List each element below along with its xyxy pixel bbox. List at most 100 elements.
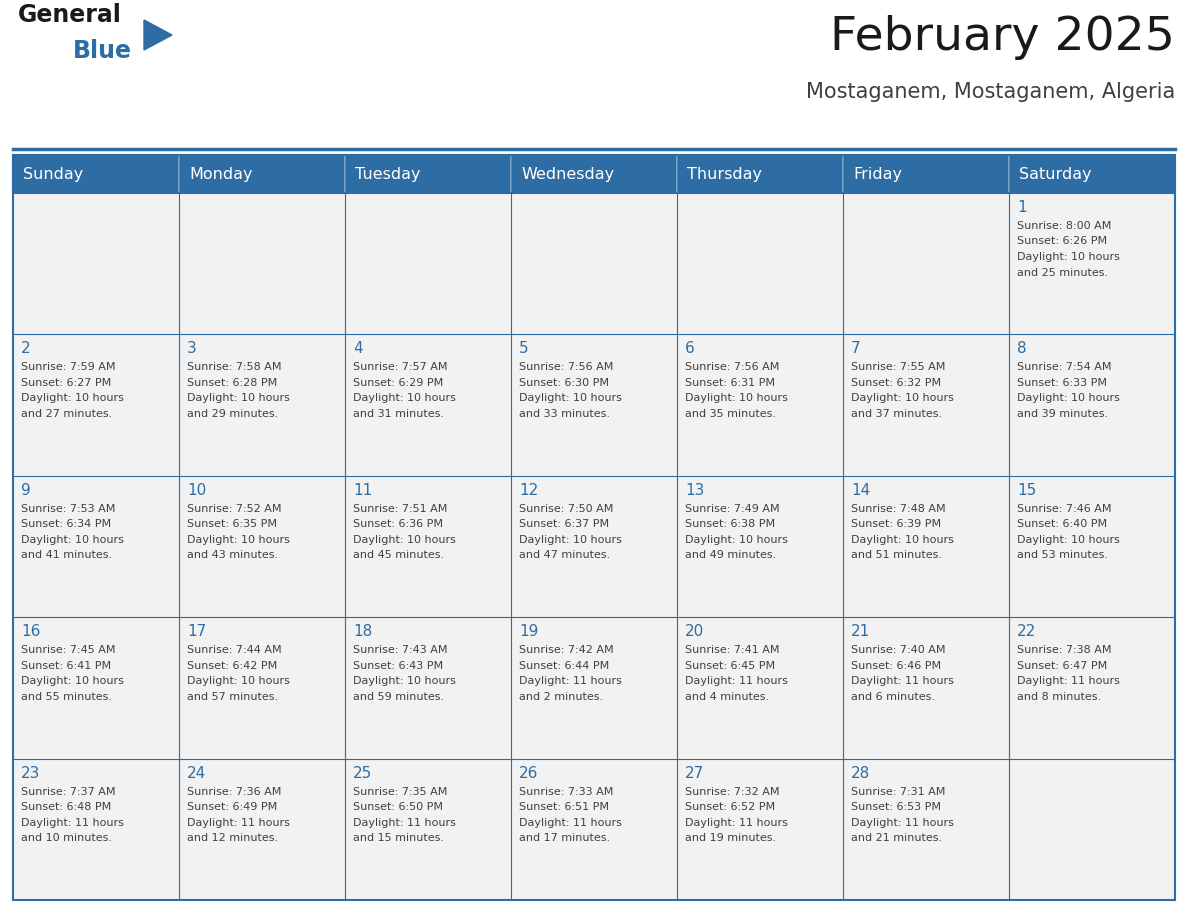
Text: Sunset: 6:49 PM: Sunset: 6:49 PM bbox=[187, 802, 277, 812]
Bar bbox=[843, 758, 1009, 900]
Text: and 12 minutes.: and 12 minutes. bbox=[187, 834, 278, 843]
Text: Sunset: 6:51 PM: Sunset: 6:51 PM bbox=[519, 802, 609, 812]
Text: Sunrise: 7:37 AM: Sunrise: 7:37 AM bbox=[21, 787, 115, 797]
Text: Sunrise: 7:57 AM: Sunrise: 7:57 AM bbox=[353, 363, 448, 373]
Text: Sunrise: 7:55 AM: Sunrise: 7:55 AM bbox=[851, 363, 946, 373]
Text: 2: 2 bbox=[21, 341, 31, 356]
Text: Sunset: 6:31 PM: Sunset: 6:31 PM bbox=[685, 378, 775, 388]
Text: 18: 18 bbox=[353, 624, 372, 639]
Text: 21: 21 bbox=[851, 624, 871, 639]
Text: Daylight: 10 hours: Daylight: 10 hours bbox=[353, 394, 456, 403]
Bar bbox=[843, 334, 1009, 476]
Bar bbox=[511, 193, 677, 334]
Bar bbox=[1009, 617, 1175, 758]
Text: 22: 22 bbox=[1017, 624, 1036, 639]
Text: Sunset: 6:43 PM: Sunset: 6:43 PM bbox=[353, 661, 443, 671]
Bar bbox=[13, 155, 179, 193]
Text: Wednesday: Wednesday bbox=[522, 166, 614, 182]
Text: and 19 minutes.: and 19 minutes. bbox=[685, 834, 776, 843]
Text: Sunset: 6:46 PM: Sunset: 6:46 PM bbox=[851, 661, 941, 671]
Text: and 6 minutes.: and 6 minutes. bbox=[851, 691, 935, 701]
Text: Daylight: 11 hours: Daylight: 11 hours bbox=[851, 818, 954, 828]
Text: and 35 minutes.: and 35 minutes. bbox=[685, 409, 776, 419]
Bar bbox=[677, 334, 843, 476]
Text: 24: 24 bbox=[187, 766, 207, 780]
Text: 20: 20 bbox=[685, 624, 704, 639]
Text: and 43 minutes.: and 43 minutes. bbox=[187, 550, 278, 560]
Text: and 47 minutes.: and 47 minutes. bbox=[519, 550, 611, 560]
Text: Daylight: 10 hours: Daylight: 10 hours bbox=[1017, 252, 1120, 262]
Bar bbox=[13, 155, 1175, 193]
Text: Sunrise: 7:32 AM: Sunrise: 7:32 AM bbox=[685, 787, 779, 797]
Bar bbox=[345, 476, 511, 617]
Text: and 8 minutes.: and 8 minutes. bbox=[1017, 691, 1101, 701]
Text: Sunset: 6:36 PM: Sunset: 6:36 PM bbox=[353, 520, 443, 530]
Bar bbox=[1009, 155, 1175, 193]
Bar bbox=[179, 334, 345, 476]
Bar bbox=[677, 155, 843, 193]
Text: Daylight: 10 hours: Daylight: 10 hours bbox=[1017, 535, 1120, 544]
Text: Sunrise: 7:36 AM: Sunrise: 7:36 AM bbox=[187, 787, 282, 797]
Text: and 37 minutes.: and 37 minutes. bbox=[851, 409, 942, 419]
Text: 16: 16 bbox=[21, 624, 40, 639]
Text: Sunset: 6:48 PM: Sunset: 6:48 PM bbox=[21, 802, 112, 812]
Text: Daylight: 10 hours: Daylight: 10 hours bbox=[21, 394, 124, 403]
Text: Tuesday: Tuesday bbox=[355, 166, 421, 182]
Text: Daylight: 11 hours: Daylight: 11 hours bbox=[21, 818, 124, 828]
Text: Sunset: 6:45 PM: Sunset: 6:45 PM bbox=[685, 661, 775, 671]
Bar bbox=[13, 155, 1175, 900]
Text: Sunday: Sunday bbox=[23, 166, 83, 182]
Text: and 25 minutes.: and 25 minutes. bbox=[1017, 267, 1108, 277]
Text: Sunset: 6:28 PM: Sunset: 6:28 PM bbox=[187, 378, 277, 388]
Text: Sunset: 6:30 PM: Sunset: 6:30 PM bbox=[519, 378, 609, 388]
Text: Sunset: 6:44 PM: Sunset: 6:44 PM bbox=[519, 661, 609, 671]
Text: 26: 26 bbox=[519, 766, 538, 780]
Text: Sunrise: 8:00 AM: Sunrise: 8:00 AM bbox=[1017, 221, 1112, 231]
Bar bbox=[179, 758, 345, 900]
Text: Sunset: 6:42 PM: Sunset: 6:42 PM bbox=[187, 661, 277, 671]
Text: Sunset: 6:32 PM: Sunset: 6:32 PM bbox=[851, 378, 941, 388]
Text: Sunrise: 7:46 AM: Sunrise: 7:46 AM bbox=[1017, 504, 1112, 514]
Text: and 39 minutes.: and 39 minutes. bbox=[1017, 409, 1108, 419]
Bar bbox=[843, 193, 1009, 334]
Bar bbox=[677, 758, 843, 900]
Bar bbox=[1009, 193, 1175, 334]
Bar bbox=[511, 758, 677, 900]
Bar bbox=[843, 476, 1009, 617]
Text: Sunset: 6:35 PM: Sunset: 6:35 PM bbox=[187, 520, 277, 530]
Text: 5: 5 bbox=[519, 341, 529, 356]
Text: Friday: Friday bbox=[853, 166, 902, 182]
Text: and 33 minutes.: and 33 minutes. bbox=[519, 409, 609, 419]
Text: Sunrise: 7:41 AM: Sunrise: 7:41 AM bbox=[685, 645, 779, 655]
Text: Sunrise: 7:53 AM: Sunrise: 7:53 AM bbox=[21, 504, 115, 514]
Text: and 55 minutes.: and 55 minutes. bbox=[21, 691, 112, 701]
Text: 25: 25 bbox=[353, 766, 372, 780]
Bar bbox=[677, 617, 843, 758]
Text: Sunset: 6:47 PM: Sunset: 6:47 PM bbox=[1017, 661, 1107, 671]
Text: 1: 1 bbox=[1017, 200, 1026, 215]
Text: 7: 7 bbox=[851, 341, 860, 356]
Text: Sunrise: 7:58 AM: Sunrise: 7:58 AM bbox=[187, 363, 282, 373]
Text: Daylight: 11 hours: Daylight: 11 hours bbox=[685, 677, 788, 686]
Text: Daylight: 10 hours: Daylight: 10 hours bbox=[685, 535, 788, 544]
Text: Sunrise: 7:44 AM: Sunrise: 7:44 AM bbox=[187, 645, 282, 655]
Text: General: General bbox=[18, 3, 122, 27]
Text: Sunrise: 7:42 AM: Sunrise: 7:42 AM bbox=[519, 645, 614, 655]
Text: 13: 13 bbox=[685, 483, 704, 498]
Text: 3: 3 bbox=[187, 341, 197, 356]
Text: Daylight: 10 hours: Daylight: 10 hours bbox=[187, 394, 290, 403]
Text: Sunset: 6:27 PM: Sunset: 6:27 PM bbox=[21, 378, 112, 388]
Text: Blue: Blue bbox=[72, 39, 132, 63]
Text: and 10 minutes.: and 10 minutes. bbox=[21, 834, 112, 843]
Bar bbox=[345, 193, 511, 334]
Bar bbox=[511, 476, 677, 617]
Bar bbox=[677, 193, 843, 334]
Bar bbox=[345, 617, 511, 758]
Text: and 15 minutes.: and 15 minutes. bbox=[353, 834, 444, 843]
Text: Mostaganem, Mostaganem, Algeria: Mostaganem, Mostaganem, Algeria bbox=[805, 82, 1175, 102]
Text: and 4 minutes.: and 4 minutes. bbox=[685, 691, 769, 701]
Bar bbox=[843, 617, 1009, 758]
Text: 27: 27 bbox=[685, 766, 704, 780]
Text: Daylight: 10 hours: Daylight: 10 hours bbox=[685, 394, 788, 403]
Text: Daylight: 10 hours: Daylight: 10 hours bbox=[519, 394, 621, 403]
